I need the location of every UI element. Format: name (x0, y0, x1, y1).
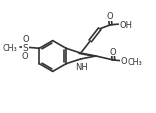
Text: OH: OH (120, 20, 133, 29)
Text: O: O (23, 35, 29, 44)
Text: NH: NH (75, 63, 88, 72)
Text: O: O (121, 57, 127, 66)
Text: CH₃: CH₃ (127, 57, 142, 66)
Text: O: O (21, 52, 28, 60)
Text: CH₃: CH₃ (2, 43, 17, 52)
Text: O: O (107, 12, 113, 21)
Text: S: S (22, 43, 28, 52)
Text: O: O (110, 47, 116, 56)
